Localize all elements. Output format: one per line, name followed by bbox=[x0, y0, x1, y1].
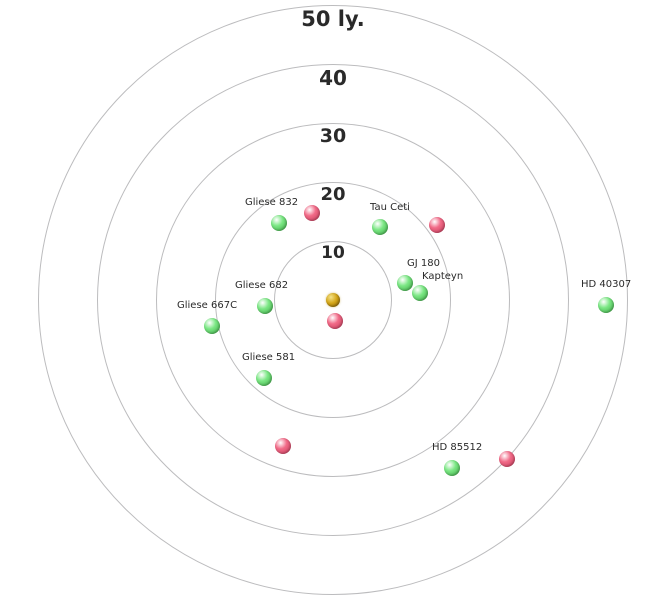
ring-label-30: 30 bbox=[320, 125, 346, 147]
star-label-gliese-832: Gliese 832 bbox=[245, 197, 298, 208]
star-hd-40307 bbox=[598, 297, 614, 313]
sun-marker bbox=[326, 293, 340, 307]
star-pink-ne bbox=[429, 217, 445, 233]
star-label-tau-ceti: Tau Ceti bbox=[370, 202, 410, 213]
star-gliese-682 bbox=[257, 298, 273, 314]
star-gj-180 bbox=[397, 275, 413, 291]
star-kapteyn bbox=[412, 285, 428, 301]
ring-label-10: 10 bbox=[321, 243, 345, 263]
star-pink-center bbox=[327, 313, 343, 329]
ring-label-50ly: 50 ly. bbox=[301, 7, 364, 31]
star-tau-ceti bbox=[372, 219, 388, 235]
star-label-gliese-682: Gliese 682 bbox=[235, 280, 288, 291]
star-label-hd-85512: HD 85512 bbox=[432, 442, 482, 453]
ring-label-40: 40 bbox=[319, 66, 347, 90]
star-label-gliese-667c: Gliese 667C bbox=[177, 300, 237, 311]
star-label-gliese-581: Gliese 581 bbox=[242, 352, 295, 363]
ring-label-20: 20 bbox=[320, 184, 345, 205]
star-pink-nnw bbox=[304, 205, 320, 221]
star-pink-se bbox=[499, 451, 515, 467]
star-gliese-667c bbox=[204, 318, 220, 334]
star-gliese-832 bbox=[271, 215, 287, 231]
star-label-gj-180: GJ 180 bbox=[407, 258, 440, 269]
star-distance-diagram: 50 ly. 40 30 20 10 Tau Ceti GJ 180 Kapteyn Glies… bbox=[0, 0, 666, 599]
star-hd-85512 bbox=[444, 460, 460, 476]
star-label-hd-40307: HD 40307 bbox=[581, 279, 631, 290]
star-label-kapteyn: Kapteyn bbox=[422, 271, 463, 282]
star-pink-sw bbox=[275, 438, 291, 454]
star-gliese-581 bbox=[256, 370, 272, 386]
